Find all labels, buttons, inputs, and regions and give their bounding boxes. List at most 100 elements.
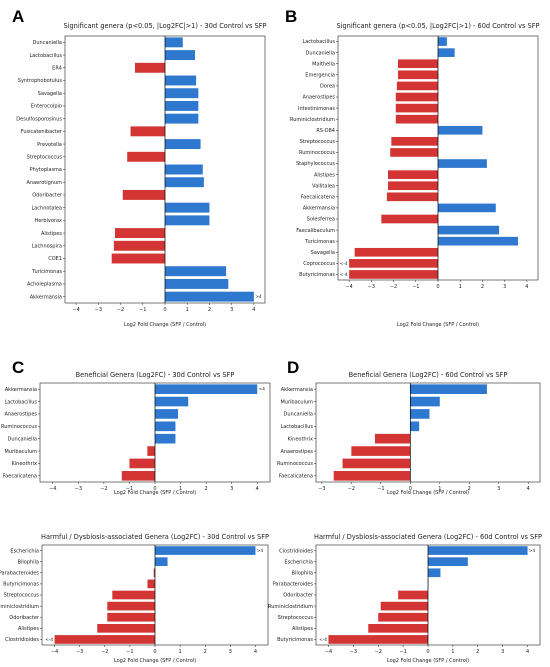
x-tick-label: −1 [126, 649, 133, 655]
x-axis-label: Log2 Fold Change (SFP / Control) [397, 322, 479, 328]
x-tick-label: 3 [501, 649, 504, 655]
bar-muribaculum [410, 396, 440, 407]
category-label: Turicimonas [304, 239, 335, 245]
category-label: COE1 [48, 256, 62, 262]
x-tick-label: 3 [230, 307, 233, 313]
x-tick-label: 0 [153, 649, 156, 655]
bar-akkermansia [438, 203, 496, 213]
category-label: Clostridioides [5, 637, 39, 643]
bar-bilophila [155, 557, 168, 566]
chart-panel-a: Significant genera (p<0.05, |Log2FC|>1) … [16, 22, 266, 328]
x-tick-label: 0 [409, 486, 412, 492]
bar-butyricimonas [349, 270, 438, 279]
bar-rs-d84 [438, 125, 483, 135]
x-tick-label: 0 [163, 307, 166, 313]
category-label: Duncaniella [8, 436, 37, 442]
bar-annotation: <-4 [340, 261, 348, 266]
x-tick-label: −1 [139, 307, 146, 313]
category-label: Phytoplasma [30, 167, 62, 173]
bar-desulfosporosinus [165, 113, 199, 124]
bar-ruminiclostridium [395, 114, 438, 124]
x-tick-label: −2 [348, 486, 355, 492]
category-label: Anaerostipes [4, 412, 37, 418]
category-label: Malthella [312, 61, 335, 67]
bar-annotation: >4 [259, 387, 266, 392]
bar-butyricimonas [328, 635, 428, 644]
panel-letter-A: A [12, 7, 24, 26]
x-tick-label: 1 [179, 649, 182, 655]
x-axis-label: Log2 Fold Change (SFP / Control) [114, 658, 196, 664]
category-label: ER4 [52, 65, 62, 71]
bar-phytoplasma [165, 164, 203, 175]
x-tick-label: 4 [525, 284, 528, 290]
bar-solesferrea [381, 214, 438, 224]
bar-annotation: >4 [255, 294, 262, 299]
bar-alistipes [368, 624, 428, 633]
bar-clostridioides [428, 546, 528, 555]
category-label: Solesferrea [307, 217, 335, 223]
x-tick-label: 4 [252, 307, 255, 313]
x-tick-label: −3 [76, 649, 83, 655]
x-tick-label: 0 [436, 284, 439, 290]
bar-kineothrix [129, 458, 155, 469]
bar-annotation: >4 [257, 548, 264, 553]
x-tick-label: −4 [72, 307, 79, 313]
category-label: Butyricimonas [3, 582, 39, 588]
category-label: Fusicatenibacter [21, 129, 63, 135]
category-label: Escherichia [284, 559, 313, 565]
bar-annotation: >4 [529, 548, 536, 553]
bar-ruminococcus [155, 421, 176, 432]
category-label: Muribaculum [280, 399, 313, 405]
bar-ruminiclostridium [380, 601, 428, 611]
x-tick-label: −1 [377, 486, 384, 492]
category-label: Acholeplasma [27, 282, 62, 288]
bar-duncaniella [438, 48, 455, 57]
x-tick-label: −3 [318, 486, 325, 492]
category-label: Ruminiclostridium [0, 604, 39, 610]
bar-akkermansia [155, 384, 258, 395]
category-label: Alistipes [314, 172, 335, 178]
x-tick-label: 3 [497, 486, 500, 492]
bar-coprococcus [349, 259, 438, 268]
x-tick-label: 2 [468, 486, 471, 492]
bar-enterocolpio [165, 100, 199, 111]
chart-panel-c-lower: Harmful / Dysbiosis-associated Genera (L… [0, 533, 269, 664]
category-label: Akkermansia [30, 294, 62, 300]
bar-akkermansia [165, 291, 254, 302]
bar-duncaniella [155, 433, 176, 444]
category-label: Ruminococcus [299, 150, 335, 156]
category-label: Streptococcus [4, 593, 40, 599]
bar-alistipes [97, 624, 155, 633]
category-label: Ruminiclostridium [290, 117, 335, 123]
category-label: Butyricimonas [277, 637, 313, 643]
x-tick-label: 3 [229, 649, 232, 655]
bar-faecalibaculum [438, 225, 500, 235]
bar-staphylococcus [438, 159, 487, 168]
chart-title: Harmful / Dysbiosis-associated Genera (L… [41, 533, 269, 541]
category-label: Syntrophobotulus [18, 78, 63, 84]
x-tick-label: 4 [256, 486, 259, 492]
category-label: Lachnotalea [31, 205, 62, 211]
bar-bilophila [428, 568, 441, 578]
x-tick-label: −3 [350, 649, 357, 655]
x-tick-label: −4 [325, 649, 332, 655]
chart-panel-d-lower: Harmful / Dysbiosis-associated Genera (L… [268, 533, 542, 664]
x-tick-label: 1 [451, 649, 454, 655]
bar-duncaniella [410, 409, 430, 419]
x-axis-label: Log2 Fold Change (SFP / Control) [124, 322, 206, 328]
x-tick-label: 0 [153, 486, 156, 492]
category-label: Alistipes [292, 626, 313, 632]
x-tick-label: 2 [205, 486, 208, 492]
x-tick-label: 2 [208, 307, 211, 313]
category-label: Akkermansia [303, 206, 335, 212]
bar-faecalicatena [386, 192, 438, 202]
bar-muribaculum [147, 446, 155, 456]
bar-ruminococcus [390, 148, 438, 157]
panel-letter-B: B [285, 7, 297, 26]
category-label: Faecalicatena [279, 474, 313, 480]
bar-malthella [398, 59, 438, 69]
bar-lactobacillus [165, 50, 195, 61]
x-tick-label: 1 [179, 486, 182, 492]
x-tick-label: 4 [526, 649, 529, 655]
chart-panel-b: Significant genera (p<0.05, |Log2FC|>1) … [290, 22, 540, 328]
